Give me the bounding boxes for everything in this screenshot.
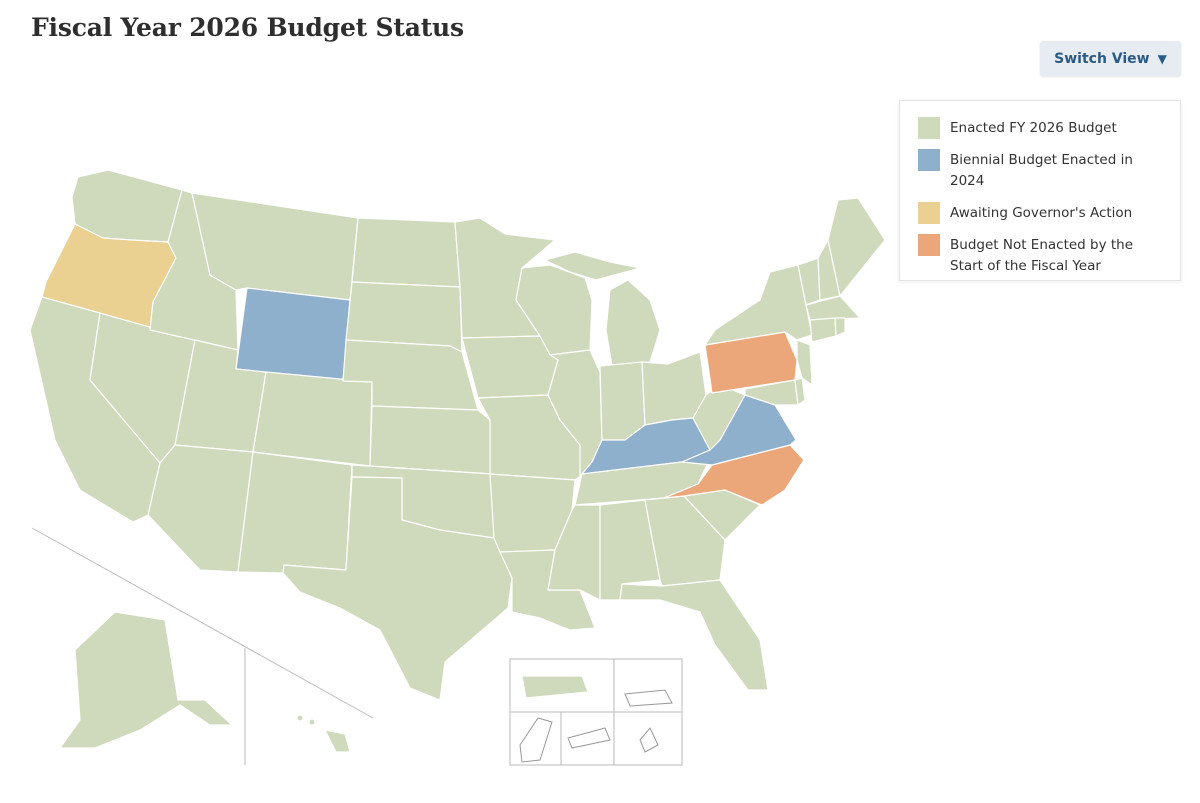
territory-american-samoa[interactable] — [567, 727, 611, 749]
state-maryland[interactable] — [744, 379, 799, 406]
state-iowa[interactable] — [461, 335, 559, 399]
switch-view-label: Switch View — [1054, 50, 1150, 67]
state-hawaii[interactable] — [324, 729, 351, 753]
state-new-jersey[interactable] — [796, 339, 813, 386]
legend-label: Awaiting Governor's Action — [950, 205, 1133, 221]
caret-down-icon: ▼ — [1157, 51, 1167, 66]
legend-item-enacted[interactable]: Enacted FY 2026 Budget — [918, 117, 1162, 139]
state-rhode-island[interactable] — [834, 317, 846, 337]
state-kansas[interactable] — [369, 405, 493, 475]
legend-item-awaiting[interactable]: Awaiting Governor's Action — [918, 202, 1162, 224]
state-texas[interactable] — [282, 476, 513, 701]
legend-swatch-enacted — [918, 117, 940, 139]
legend-item-biennial[interactable]: Biennial Budget Enacted in 2024 — [918, 149, 1162, 192]
legend-label: Biennial Budget Enacted in 2024 — [950, 152, 1133, 189]
legend-label: Budget Not Enacted by the Start of the F… — [950, 237, 1134, 274]
legend-swatch-not-enacted — [918, 234, 940, 256]
state-hawaii-island[interactable] — [308, 718, 316, 726]
state-hawaii-island[interactable] — [296, 714, 304, 722]
state-massachusetts[interactable] — [805, 295, 861, 321]
territory-northern-mariana[interactable] — [639, 727, 659, 753]
state-maine[interactable] — [827, 197, 886, 297]
state-arizona[interactable] — [147, 444, 254, 573]
state-illinois[interactable] — [547, 349, 603, 476]
state-delaware[interactable] — [794, 377, 806, 406]
state-michigan-upper[interactable] — [544, 251, 641, 281]
legend-swatch-awaiting — [918, 202, 940, 224]
legend-swatch-biennial — [918, 149, 940, 171]
state-wyoming[interactable] — [235, 287, 351, 382]
legend-label: Enacted FY 2026 Budget — [950, 120, 1117, 136]
state-florida[interactable] — [619, 579, 769, 691]
territory-guam[interactable] — [519, 717, 553, 763]
state-colorado[interactable] — [252, 371, 373, 467]
state-michigan[interactable] — [605, 279, 661, 367]
state-north-dakota[interactable] — [351, 217, 461, 288]
state-alaska[interactable] — [59, 611, 233, 749]
switch-view-button[interactable]: Switch View ▼ — [1040, 41, 1181, 76]
legend-item-not-enacted[interactable]: Budget Not Enacted by the Start of the F… — [918, 234, 1162, 277]
state-connecticut[interactable] — [809, 317, 837, 343]
state-new-mexico[interactable] — [237, 451, 353, 574]
state-indiana[interactable] — [599, 361, 646, 441]
state-new-york[interactable] — [704, 264, 813, 346]
territory-puerto-rico[interactable] — [521, 675, 589, 699]
legend: Enacted FY 2026 Budget Biennial Budget E… — [899, 100, 1181, 281]
inset-divider — [31, 527, 374, 719]
page-title: Fiscal Year 2026 Budget Status — [31, 13, 464, 42]
territory-virgin-islands[interactable] — [624, 689, 673, 707]
